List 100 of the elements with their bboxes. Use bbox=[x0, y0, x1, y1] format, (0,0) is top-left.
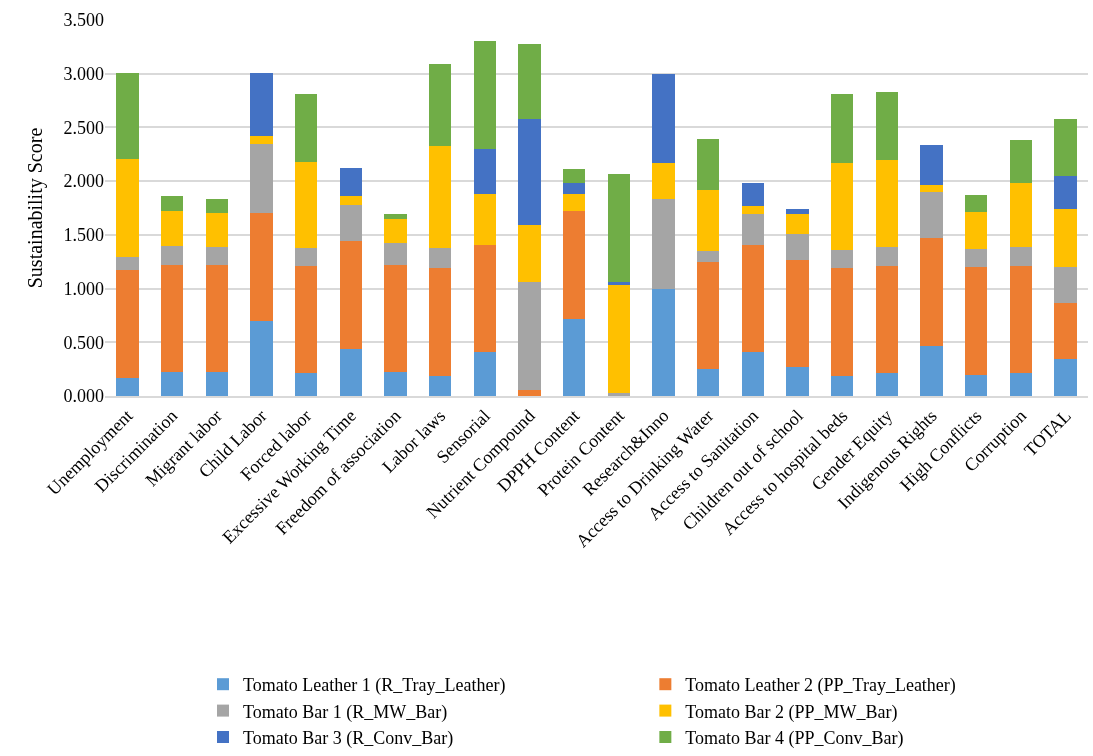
bar bbox=[831, 375, 854, 396]
y-tick-label: 3.000 bbox=[63, 64, 104, 85]
bar bbox=[160, 372, 184, 396]
bar bbox=[294, 373, 318, 396]
bar bbox=[116, 270, 139, 378]
bar bbox=[652, 162, 675, 200]
bar bbox=[250, 72, 273, 137]
bar bbox=[473, 41, 496, 149]
bar bbox=[607, 173, 631, 283]
bar bbox=[562, 318, 586, 396]
bar bbox=[652, 73, 675, 163]
y-tick-label: 0.500 bbox=[63, 332, 104, 353]
bar bbox=[786, 209, 809, 215]
bar bbox=[205, 246, 228, 265]
bar bbox=[875, 91, 899, 160]
bar bbox=[697, 250, 720, 262]
bar bbox=[562, 183, 586, 195]
bar bbox=[384, 264, 407, 373]
bar bbox=[160, 211, 184, 246]
bar bbox=[965, 267, 988, 375]
bar bbox=[160, 245, 184, 265]
bar bbox=[205, 213, 228, 247]
y-axis-title: Sustainability Score bbox=[24, 127, 47, 289]
bar bbox=[384, 372, 407, 396]
bar bbox=[831, 268, 854, 376]
bar bbox=[473, 244, 496, 352]
legend-label: Tomato Leather 2 (PP_Tray_Leather) bbox=[685, 675, 956, 697]
bar bbox=[1054, 359, 1077, 396]
bar bbox=[920, 345, 943, 396]
bar bbox=[518, 282, 541, 390]
bar bbox=[250, 320, 273, 396]
bar bbox=[920, 185, 943, 192]
bar bbox=[384, 243, 407, 265]
bar bbox=[920, 144, 943, 186]
bar bbox=[875, 246, 899, 267]
bar bbox=[652, 199, 675, 289]
bar bbox=[786, 366, 809, 396]
bar bbox=[1054, 302, 1077, 360]
bar bbox=[1009, 246, 1033, 267]
bar bbox=[741, 205, 765, 215]
bar bbox=[562, 194, 586, 212]
bar bbox=[697, 139, 720, 190]
bar bbox=[518, 43, 541, 119]
bar bbox=[697, 189, 720, 251]
bar bbox=[473, 351, 496, 396]
bar bbox=[875, 373, 899, 396]
bar bbox=[339, 196, 362, 205]
bar bbox=[697, 261, 720, 370]
bar bbox=[1054, 175, 1077, 210]
bar bbox=[160, 196, 184, 212]
bar bbox=[965, 248, 988, 268]
bar bbox=[428, 268, 452, 376]
bar bbox=[294, 94, 318, 162]
bar bbox=[1009, 183, 1033, 247]
y-tick-label: 3.500 bbox=[63, 10, 104, 31]
bar bbox=[1054, 118, 1077, 176]
bar bbox=[116, 72, 139, 159]
bar bbox=[518, 389, 541, 396]
bar bbox=[205, 372, 228, 396]
bar bbox=[741, 214, 765, 245]
bar bbox=[473, 148, 496, 195]
bar bbox=[518, 118, 541, 226]
bar bbox=[965, 212, 988, 249]
y-tick-label: 1.000 bbox=[63, 278, 104, 299]
bar bbox=[875, 266, 899, 374]
bar bbox=[339, 168, 362, 197]
bar bbox=[250, 213, 273, 321]
bar bbox=[294, 266, 318, 374]
bar bbox=[965, 195, 988, 213]
bar bbox=[250, 143, 273, 214]
bar bbox=[518, 225, 541, 283]
bar bbox=[294, 161, 318, 248]
y-tick-label: 2.500 bbox=[63, 117, 104, 138]
bar bbox=[339, 204, 362, 242]
bar bbox=[1054, 209, 1077, 268]
bar bbox=[116, 257, 139, 271]
bar bbox=[920, 238, 943, 346]
bar bbox=[831, 249, 854, 269]
bar bbox=[562, 211, 586, 319]
bar bbox=[875, 159, 899, 247]
y-tick-label: 2.000 bbox=[63, 171, 104, 192]
bar bbox=[741, 183, 765, 206]
bar bbox=[1009, 373, 1033, 396]
bar bbox=[607, 282, 631, 286]
bar bbox=[786, 214, 809, 234]
bar bbox=[831, 162, 854, 250]
bar bbox=[562, 169, 586, 184]
bar bbox=[607, 285, 631, 393]
bar bbox=[205, 199, 228, 214]
bar bbox=[116, 377, 139, 396]
bar bbox=[786, 233, 809, 260]
bar bbox=[384, 214, 407, 219]
bar bbox=[697, 369, 720, 396]
bar bbox=[205, 264, 228, 373]
legend-label: Tomato Bar 2 (PP_MW_Bar) bbox=[685, 701, 898, 723]
bar bbox=[1009, 140, 1033, 184]
bar bbox=[116, 158, 139, 258]
y-tick-label: 1.500 bbox=[63, 225, 104, 246]
legend-label: Tomato Bar 1 (R_MW_Bar) bbox=[243, 701, 448, 723]
bar bbox=[384, 218, 407, 244]
